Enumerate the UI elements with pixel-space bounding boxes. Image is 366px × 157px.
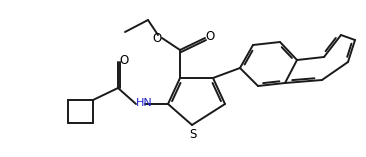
Text: O: O xyxy=(119,54,128,68)
Text: HN: HN xyxy=(136,98,152,108)
Text: O: O xyxy=(152,32,162,46)
Text: S: S xyxy=(189,127,197,141)
Text: O: O xyxy=(205,30,214,43)
